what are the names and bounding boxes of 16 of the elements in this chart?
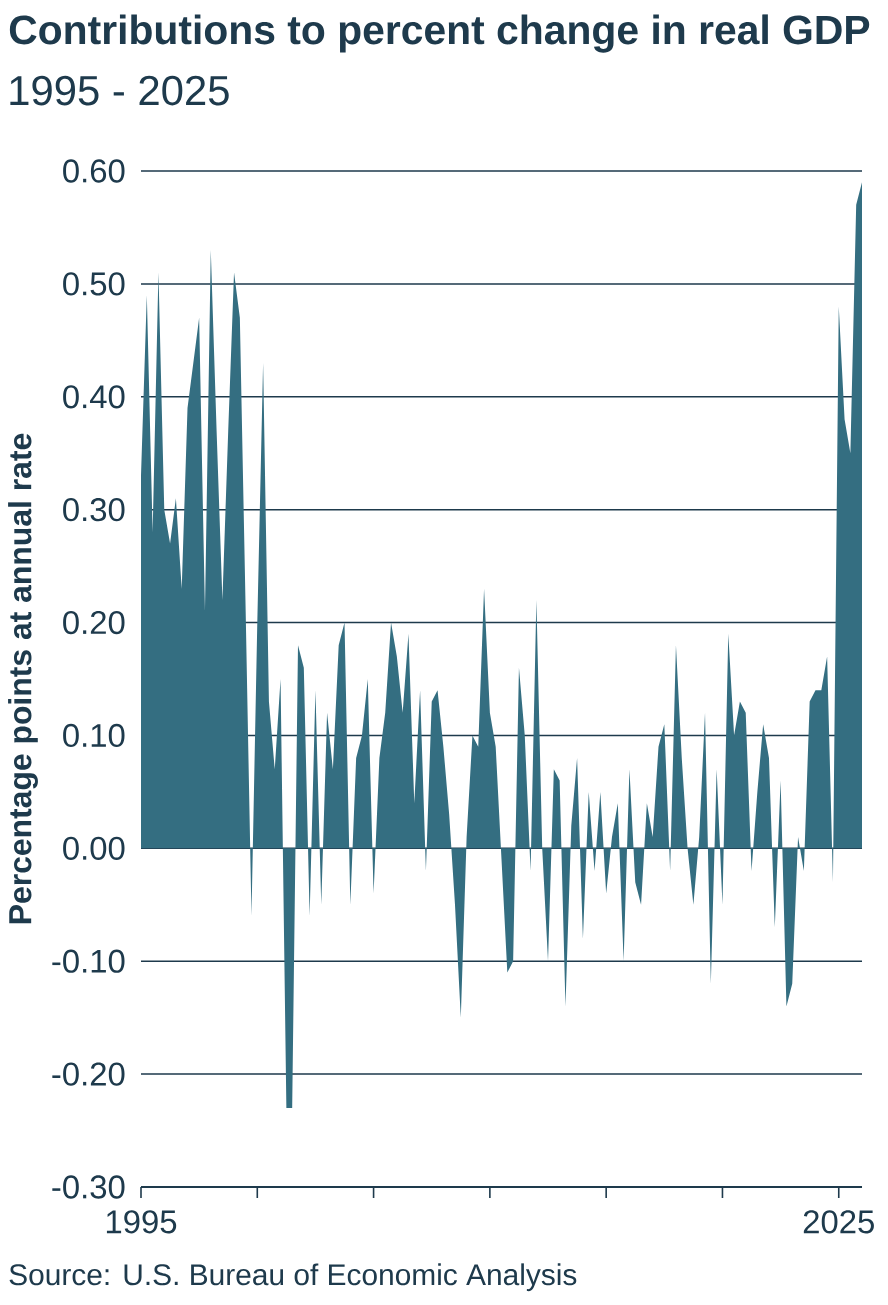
y-tick-label: -0.30	[52, 1175, 125, 1199]
y-tick-label: 0.60	[63, 159, 125, 183]
y-tick-label: -0.10	[52, 949, 125, 973]
source-note: Source: U.S. Bureau of Economic Analysis	[9, 1263, 577, 1292]
y-tick-label: 0.00	[63, 836, 125, 860]
y-axis-title: Percentage points at annual rate	[8, 433, 38, 924]
y-tick-label: 0.10	[63, 723, 125, 748]
y-tick-label: 0.20	[63, 610, 125, 635]
y-tick-label: 0.50	[63, 272, 125, 296]
x-tick-label: 1995	[106, 1210, 177, 1234]
x-tick-label: 2025	[803, 1210, 874, 1234]
y-tick-label: -0.20	[52, 1062, 125, 1086]
chart-subtitle: 1995 - 2025	[10, 75, 229, 106]
chart-title: Contributions to percent change in real GDP	[9, 14, 870, 53]
y-tick-label: 0.40	[63, 385, 125, 409]
y-tick-label: 0.30	[63, 498, 125, 522]
